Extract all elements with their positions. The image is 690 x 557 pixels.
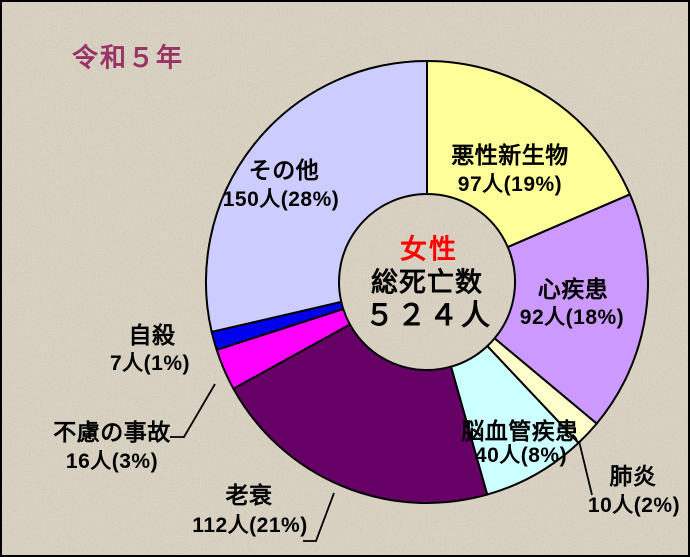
- center-total-deaths-value: ５２４人: [364, 300, 494, 332]
- slice-label-cerebrovascular: 脳血管疾患: [461, 418, 579, 444]
- slice-label-other: その他: [248, 157, 320, 183]
- donut-chart: [205, 60, 649, 504]
- slice-value-malignant-neoplasm: 97人(19%): [457, 173, 563, 196]
- chart-title: 令和５年: [71, 42, 185, 73]
- slice-value-accident: 16人(3%): [65, 450, 159, 473]
- slice-value-cerebrovascular: 40人(8%): [474, 444, 568, 467]
- slice-label-senility: 老衰: [225, 482, 273, 508]
- slice-value-suicide: 7人(1%): [109, 352, 191, 375]
- donut-slice-5: [232, 323, 489, 504]
- center-total-deaths-label: 総死亡数: [371, 267, 483, 298]
- slice-value-pneumonia: 10人(2%): [587, 494, 681, 517]
- center-group-label: 女性: [400, 234, 458, 265]
- slice-label-accident: 不慮の事故: [53, 419, 171, 445]
- slice-label-malignant-neoplasm: 悪性新生物: [451, 142, 569, 168]
- donut-slice-2: [493, 193, 649, 425]
- leader-line-pneumonia: [578, 440, 593, 496]
- slice-value-heart-disease: 92人(18%): [519, 306, 625, 329]
- donut-slice-8: [205, 60, 428, 333]
- slice-label-suicide: 自殺: [128, 322, 176, 348]
- leader-lines: [170, 383, 593, 542]
- leader-line-senility: [303, 492, 335, 542]
- slice-label-pneumonia: 肺炎: [609, 463, 657, 489]
- slice-value-senility: 112人(21%): [192, 514, 308, 537]
- leader-line-accident: [170, 383, 216, 438]
- slice-label-heart-disease: 心疾患: [537, 276, 609, 302]
- donut-slice-1: [426, 60, 631, 249]
- slice-value-other: 150人(28%): [222, 188, 340, 211]
